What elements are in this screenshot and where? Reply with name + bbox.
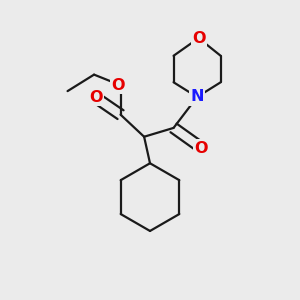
Text: O: O (111, 78, 124, 93)
Text: O: O (192, 31, 205, 46)
Text: O: O (194, 141, 207, 156)
Text: O: O (89, 90, 103, 105)
Text: N: N (190, 89, 204, 104)
